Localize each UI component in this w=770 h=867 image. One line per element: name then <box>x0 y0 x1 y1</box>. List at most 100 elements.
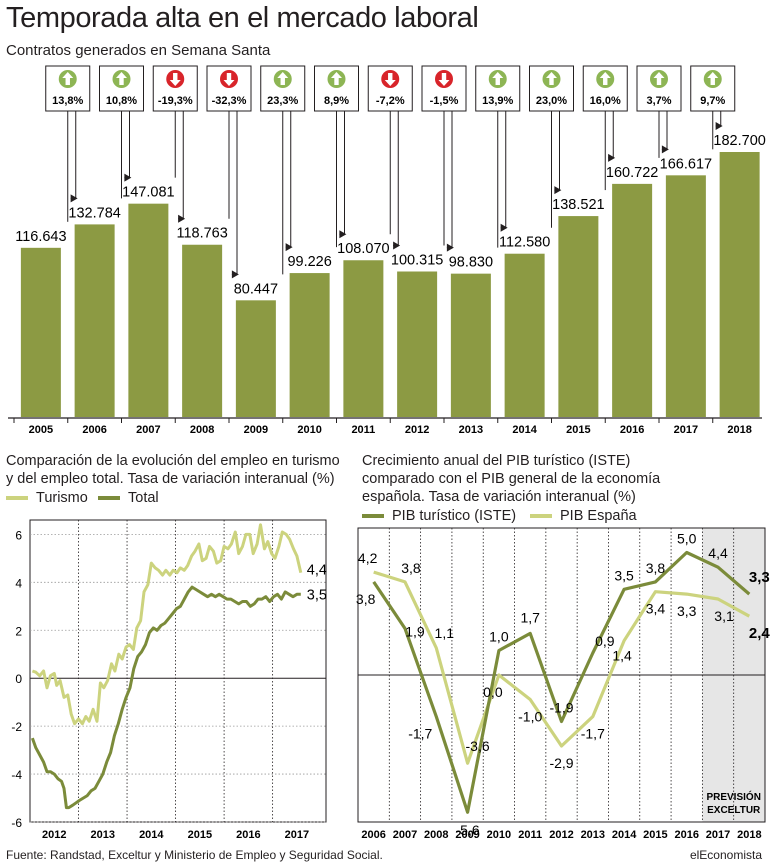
bar-2015 <box>558 216 599 417</box>
gdp-value-label-spain-2018: 2,4 <box>749 625 770 642</box>
legend-swatch-iste <box>362 514 384 518</box>
gdp-series-iste <box>372 550 751 814</box>
arrow-up-circle-icon <box>650 70 668 88</box>
gdp-value-label-iste-2007: 1,9 <box>405 623 425 639</box>
emp-y-tick-label: -4 <box>11 768 22 782</box>
arrow-icon-glyph <box>116 72 127 85</box>
bar-value-label-2009: 80.447 <box>234 281 278 297</box>
change-label-2018: 9,7% <box>700 95 725 107</box>
change-box-2006: 13,8% <box>45 65 91 222</box>
bar-category-label-2006: 2006 <box>82 424 106 436</box>
arrow-icon-glyph <box>331 72 342 85</box>
change-label-2006: 13,8% <box>52 95 83 107</box>
connector-arrowhead <box>608 153 616 162</box>
change-label-2010: 23,3% <box>267 95 298 107</box>
gdp-value-label-spain-2015: 3,4 <box>646 601 666 617</box>
bar-2017 <box>665 175 706 417</box>
connector-arrowhead <box>554 186 562 195</box>
gdp-x-tick-label-2014: 2014 <box>612 829 637 841</box>
bar-category-label-2010: 2010 <box>297 424 321 436</box>
emp-plot-frame <box>29 519 327 823</box>
emp-x-tick-label: 2017 <box>285 829 309 841</box>
gdp-x-tick-label-2016: 2016 <box>674 829 698 841</box>
change-box-2007: 10,8% <box>99 65 144 199</box>
emp-series-turismo <box>31 523 303 726</box>
gdp-x-tick-label-2008: 2008 <box>424 829 448 841</box>
gdp-value-label-spain-2012: -2,9 <box>549 755 573 771</box>
footer-brand: elEconomista <box>689 848 762 862</box>
bar-category-label-2017: 2017 <box>674 424 698 436</box>
arrow-up-circle-icon <box>327 70 346 88</box>
gdp-x-tick-label-2007: 2007 <box>393 829 417 841</box>
connector-to-next <box>124 111 130 179</box>
bar-value-label-2017: 166.617 <box>660 156 712 172</box>
gdp-value-label-iste-2015: 3,8 <box>646 560 666 576</box>
arrow-up-circle-icon <box>542 70 561 88</box>
gdp-series-spain <box>373 570 751 765</box>
change-box-2008: -19,3% <box>152 65 198 223</box>
legend-label-iste: PIB turístico (ISTE) <box>392 508 517 524</box>
arrow-down-circle-icon <box>220 70 238 88</box>
change-box-2015: 23,0% <box>529 65 574 228</box>
emp-end-label-turismo: 4,4 <box>307 563 327 579</box>
change-box-2011: 8,9% <box>314 65 359 248</box>
legend-swatch-total <box>98 496 120 500</box>
connector-arrowhead <box>124 173 132 182</box>
connector-arrowhead <box>500 223 508 232</box>
gdp-chart-title: Crecimiento anual del PIB turístico (IST… <box>362 453 661 505</box>
arrow-icon-glyph <box>546 72 557 85</box>
gdp-x-tick-label-2015: 2015 <box>643 829 667 841</box>
arrow-icon-glyph <box>653 72 665 85</box>
bar-category-label-2018: 2018 <box>727 424 751 436</box>
bar-value-label-2011: 108.070 <box>337 241 389 257</box>
gdp-value-label-iste-2009: -5,6 <box>456 822 480 838</box>
bar-category-label-2014: 2014 <box>512 424 537 436</box>
gdp-legend-iste: PIB turístico (ISTE) <box>362 508 516 524</box>
gdp-x-tick-label-2006: 2006 <box>361 829 385 841</box>
connector-arrowhead <box>446 243 454 252</box>
bar-value-label-2008: 118.763 <box>176 226 227 242</box>
bar-value-label-2007: 147.081 <box>122 185 174 201</box>
arrow-down-circle-icon <box>166 70 185 88</box>
arrow-icon-glyph <box>492 72 504 85</box>
gdp-x-tick-label-2018: 2018 <box>737 829 761 841</box>
arrow-icon-glyph <box>277 72 289 85</box>
gdp-value-label-spain-2006: 4,2 <box>358 550 378 566</box>
arrow-up-circle-icon <box>488 70 507 88</box>
change-box-2014: 13,9% <box>475 65 521 248</box>
gdp-value-label-spain-2014: 1,4 <box>612 648 632 664</box>
gdp-x-tick-label-2012: 2012 <box>549 829 573 841</box>
connector-arrowhead <box>393 241 401 250</box>
legend-swatch-turismo <box>6 496 28 500</box>
gdp-value-label-iste-2016: 5,0 <box>677 531 697 547</box>
change-label-2015: 23,0% <box>536 95 567 107</box>
gdp-x-tick-label-2017: 2017 <box>706 829 730 841</box>
bar-category-label-2012: 2012 <box>405 424 429 436</box>
gdp-value-label-iste-2012: -1,9 <box>549 700 573 716</box>
arrow-up-circle-icon <box>703 70 722 88</box>
arrow-up-circle-icon <box>596 70 615 88</box>
gdp-value-label-spain-2013: -1,7 <box>581 726 605 742</box>
gdp-x-tick-label-2009: 2009 <box>455 829 479 841</box>
bar-2013 <box>450 273 491 417</box>
arrow-icon-glyph <box>384 73 396 86</box>
gdp-value-label-iste-2008: -1,7 <box>408 726 432 742</box>
change-box-2016: 16,0% <box>582 65 628 191</box>
gdp-plot-frame <box>357 527 766 823</box>
bar-category-label-2007: 2007 <box>136 424 160 436</box>
arrow-up-circle-icon <box>273 70 292 88</box>
gdp-value-label-iste-2011: 1,7 <box>520 609 540 625</box>
bar-category-label-2011: 2011 <box>351 424 375 436</box>
footer-source: Fuente: Randstad, Exceltur y Ministerio … <box>6 848 383 862</box>
bar-value-label-2005: 116.643 <box>15 229 66 245</box>
page-title: Temporada alta en el mercado laboral <box>6 2 479 34</box>
connector-to-next <box>446 111 453 249</box>
change-label-2013: -1,5% <box>430 95 459 107</box>
emp-end-label-total: 3,5 <box>307 587 327 603</box>
gdp-value-label-iste-2014: 3,5 <box>614 567 634 583</box>
bar-2011 <box>343 260 384 417</box>
change-label-2016: 16,0% <box>590 95 621 107</box>
gdp-value-label-spain-2010: 0,0 <box>483 684 503 700</box>
connector-to-next <box>285 111 292 248</box>
emp-y-tick-label: 0 <box>15 672 22 686</box>
